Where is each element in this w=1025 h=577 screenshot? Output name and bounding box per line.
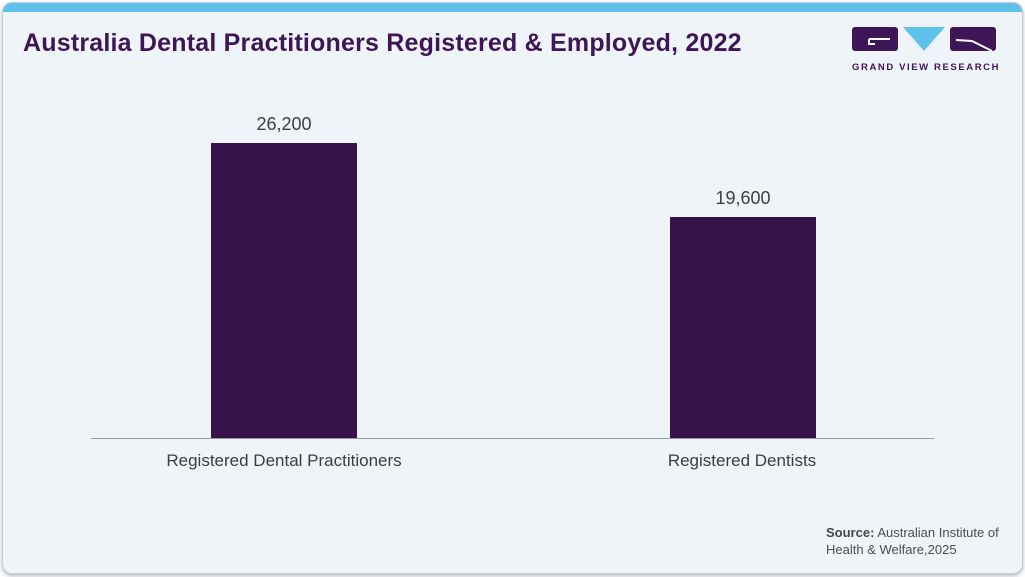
gvr-logo-icon bbox=[852, 27, 996, 52]
x-axis-label-registered-dentists: Registered Dentists bbox=[667, 451, 817, 470]
bar-value-label: 19,600 bbox=[715, 188, 771, 208]
bar-registered-dental-practitioners bbox=[211, 143, 357, 438]
accent-top-strip bbox=[3, 3, 1022, 12]
bar-chart-plot-area: 26,200 19,600 Registered Dental Practiti… bbox=[91, 101, 934, 470]
x-axis-label-registered-dental-practitioners: Registered Dental Practitioners bbox=[166, 451, 402, 470]
chart-title: Australia Dental Practitioners Registere… bbox=[23, 29, 742, 57]
bar-value-label: 26,200 bbox=[256, 114, 312, 134]
source-note: Source: Australian Institute of Health &… bbox=[826, 524, 1004, 558]
bar-group-registered-dental-practitioners: 26,200 bbox=[211, 114, 357, 438]
grand-view-research-logo: GRAND VIEW RESEARCH bbox=[852, 27, 1001, 73]
source-text: Australian Institute of Health & Welfare… bbox=[826, 525, 999, 557]
gvr-logo-wordmark: GRAND VIEW RESEARCH bbox=[852, 62, 1001, 73]
bar-group-registered-dentists: 19,600 bbox=[670, 188, 816, 438]
source-label: Source: bbox=[826, 525, 875, 540]
bar-registered-dentists bbox=[670, 217, 816, 438]
